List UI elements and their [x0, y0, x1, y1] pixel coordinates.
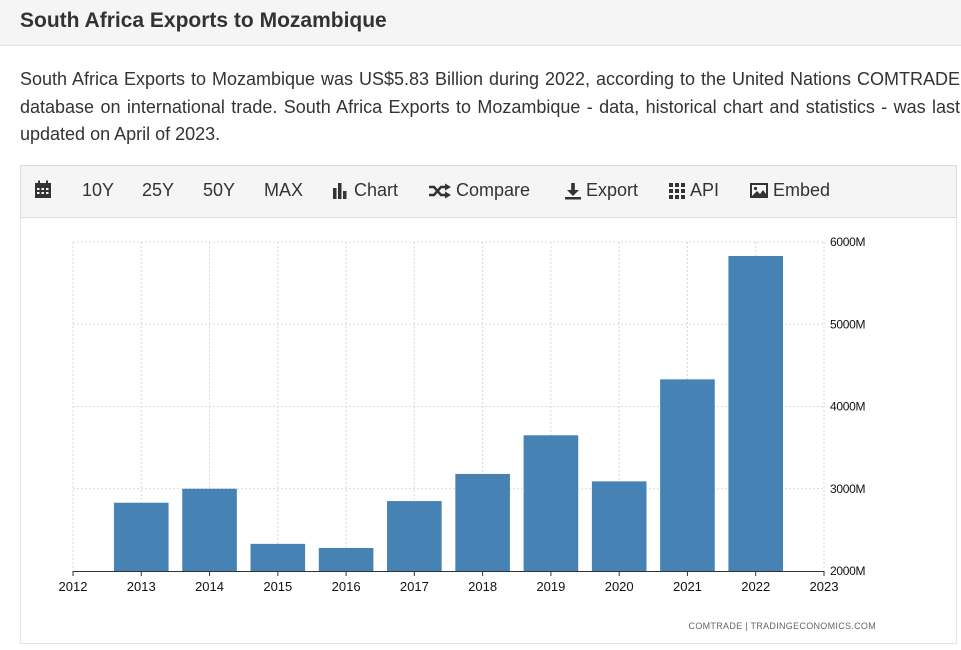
embed-button-label: Embed: [773, 180, 831, 200]
export-button-label: Export: [586, 180, 639, 200]
api-button[interactable]: API: [668, 180, 719, 201]
image-icon: [750, 183, 768, 198]
chart-container: 2012 2013 2014 2015 2016 2017 2018 2019 2020 2021…: [20, 218, 957, 644]
x-tick-label: 2023: [810, 579, 839, 594]
compare-button[interactable]: Compare: [428, 180, 530, 201]
range-10y-button[interactable]: 10Y: [82, 180, 115, 200]
compare-button-label: Compare: [456, 180, 531, 200]
y-tick-label: 4000M: [830, 400, 865, 414]
page-header: South Africa Exports to Mozambique: [0, 0, 961, 46]
page-title: South Africa Exports to Mozambique: [20, 9, 387, 32]
x-tick-label: 2013: [127, 579, 156, 594]
range-50y-button[interactable]: 50Y: [203, 180, 236, 200]
api-button-label: API: [690, 180, 720, 200]
x-tick-label: 2021: [673, 579, 702, 594]
download-icon: [565, 182, 581, 199]
bar-2016: [318, 547, 374, 571]
bar-chart: 2012 2013 2014 2015 2016 2017 2018 2019 2020 2021…: [59, 235, 866, 594]
y-tick-label: 5000M: [830, 317, 865, 331]
chart-toolbar: 10Y 25Y 50Y MAX Chart Compare Export: [20, 165, 957, 218]
x-tick-label: 2016: [332, 579, 361, 594]
x-tick-label: 2019: [536, 579, 565, 594]
embed-button[interactable]: Embed: [749, 180, 830, 201]
y-tick-label: 6000M: [830, 235, 865, 249]
grid-icon: [669, 183, 685, 199]
bar-2018: [455, 473, 510, 571]
bar-2019: [523, 435, 579, 571]
bar-2014: [182, 488, 237, 571]
chart-button-label: Chart: [354, 180, 399, 200]
x-tick-label: 2017: [400, 579, 429, 594]
bar-2021: [660, 379, 715, 571]
y-tick-label: 2000M: [830, 564, 865, 578]
x-tick-label: 2018: [468, 579, 497, 594]
chart-button[interactable]: Chart: [332, 180, 398, 201]
calendar-icon[interactable]: [34, 180, 56, 199]
page-description: South Africa Exports to Mozambique was U…: [20, 69, 960, 144]
x-tick-label: 2020: [605, 579, 634, 594]
x-tick-label: 2022: [741, 579, 770, 594]
bar-2020: [591, 481, 647, 571]
bar-2017: [387, 501, 442, 571]
source-credit: COMTRADE | TRADINGECONOMICS.COM: [688, 621, 876, 631]
x-tick-label: 2012: [59, 579, 88, 594]
y-tick-label: 3000M: [830, 482, 865, 496]
export-button[interactable]: Export: [564, 180, 638, 201]
shuffle-icon: [429, 183, 451, 198]
bar-chart-icon: [333, 183, 347, 199]
x-tick-label: 2015: [263, 579, 292, 594]
bar-2013: [113, 502, 169, 571]
range-25y-button[interactable]: 25Y: [142, 180, 175, 200]
bar-2015: [250, 543, 306, 571]
x-tick-label: 2014: [195, 579, 224, 594]
range-max-button[interactable]: MAX: [264, 180, 304, 200]
bar-2022: [728, 255, 784, 572]
